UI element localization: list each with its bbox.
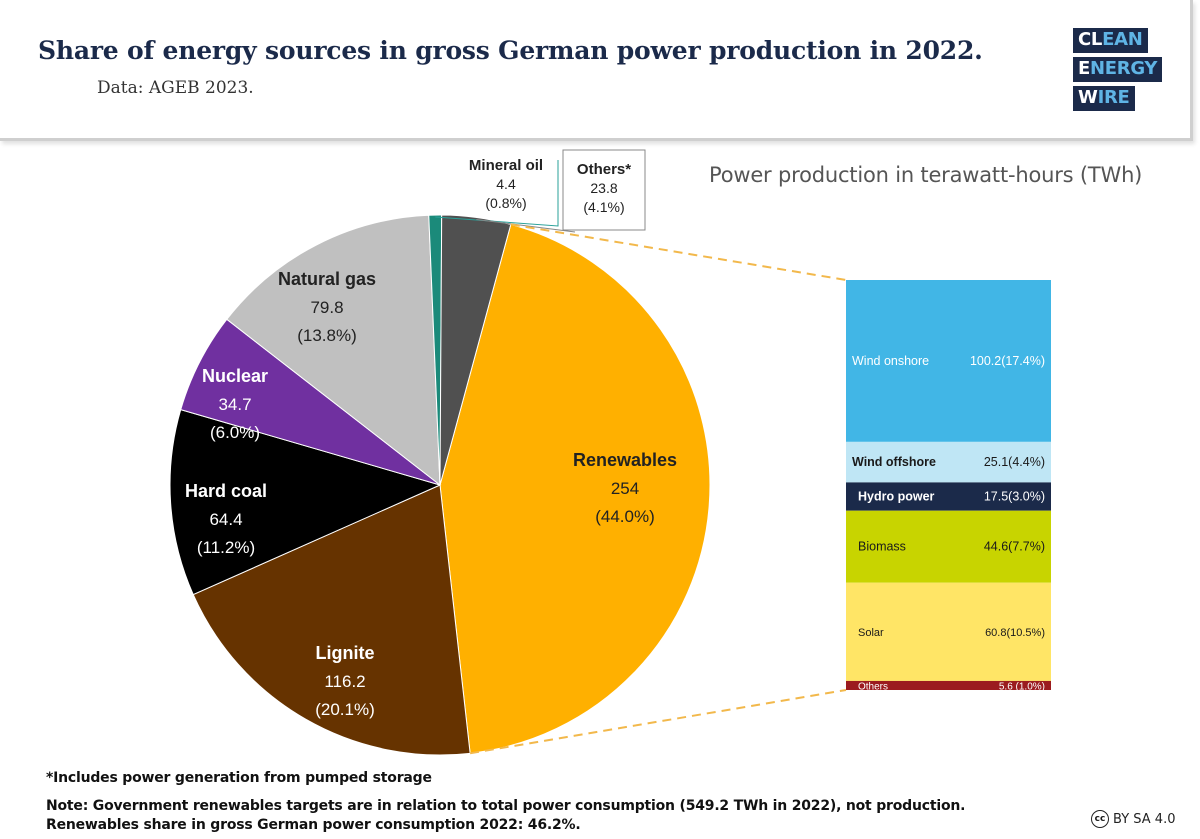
- clean-energy-wire-logo[interactable]: CLEAN ENERGY WIRE: [1073, 28, 1163, 115]
- pie-value-renewables: 254: [611, 479, 639, 498]
- connector-line-bottom: [469, 689, 847, 755]
- unit-label: Power production in terawatt-hours (TWh): [709, 163, 1143, 187]
- pie-label-hard-coal: Hard coal: [185, 481, 267, 501]
- pie-value-lignite: 116.2: [324, 672, 365, 691]
- bar-label-hydro-power: Hydro power: [858, 490, 935, 504]
- pie-slice-others[interactable]: [439, 214, 512, 486]
- bar-label-biomass: Biomass: [858, 540, 906, 554]
- license-badge[interactable]: cc BY SA 4.0: [1091, 810, 1175, 828]
- pie-percent-natural-gas: (13.8%): [297, 326, 357, 345]
- bar-value-wind-offshore: 25.1(4.4%): [984, 455, 1045, 469]
- footnote: *Includes power generation from pumped s…: [46, 770, 432, 786]
- pie-slice-lignite[interactable]: [192, 484, 471, 756]
- pie-value-natural-gas: 79.8: [310, 298, 343, 317]
- others-callout-box: [562, 149, 646, 231]
- logo-line-2: ENERGY: [1073, 57, 1163, 82]
- pie-percent-others: (4.1%): [583, 199, 624, 215]
- bar-label-solar: Solar: [858, 627, 884, 639]
- pie-label-natural-gas: Natural gas: [278, 269, 376, 289]
- bar-segment-wind-onshore[interactable]: [846, 280, 1051, 442]
- pie-label-nuclear: Nuclear: [202, 366, 268, 386]
- pie-label-renewables: Renewables: [573, 450, 677, 470]
- bar-label-wind-offshore: Wind offshore: [852, 455, 936, 469]
- logo-line-3: WIRE: [1073, 86, 1135, 111]
- connector-line-top: [510, 223, 847, 281]
- mineral-oil-leader-line: [435, 160, 559, 227]
- pie-percent-renewables: (44.0%): [595, 507, 655, 526]
- pie-label-others: Others*: [577, 161, 631, 178]
- bar-segment-solar[interactable]: [846, 582, 1051, 681]
- pie-value-others: 23.8: [590, 180, 617, 196]
- logo-line-1: CLEAN: [1073, 28, 1148, 53]
- chart-subtitle: Data: AGEB 2023.: [97, 78, 254, 98]
- pie-slice-renewables[interactable]: [439, 223, 711, 754]
- pie-value-hard-coal: 64.4: [209, 510, 242, 529]
- pie-value-nuclear: 34.7: [218, 395, 251, 414]
- bar-value-wind-onshore: 100.2(17.4%): [970, 354, 1045, 368]
- bar-value-solar: 60.8(10.5%): [985, 627, 1045, 639]
- note-line-1: Note: Government renewables targets are …: [46, 798, 966, 814]
- license-text: BY SA 4.0: [1113, 811, 1176, 827]
- bar-value-biomass: 44.6(7.7%): [984, 540, 1045, 554]
- pie-label-lignite: Lignite: [316, 643, 375, 663]
- chart-title: Share of energy sources in gross German …: [38, 36, 983, 65]
- pie-value-mineral-oil: 4.4: [496, 176, 516, 192]
- bar-label-wind-onshore: Wind onshore: [852, 354, 929, 368]
- pie-slice-natural-gas[interactable]: [226, 214, 441, 487]
- pie-percent-lignite: (20.1%): [315, 700, 375, 719]
- bar-value-hydro-power: 17.5(3.0%): [984, 490, 1045, 504]
- bar-label-others: Others: [858, 681, 888, 692]
- bar-value-others: 5.6 (1.0%): [999, 681, 1045, 692]
- note-line-2: Renewables share in gross German power c…: [46, 817, 581, 833]
- creative-commons-icon: cc: [1091, 810, 1109, 828]
- bar-segment-wind-offshore[interactable]: [846, 441, 1051, 483]
- others-leader-line: [476, 219, 576, 233]
- bar-segment-hydro-power[interactable]: [846, 482, 1051, 511]
- pie-percent-hard-coal: (11.2%): [197, 538, 255, 557]
- pie-slice-hard-coal[interactable]: [169, 408, 442, 596]
- pie-percent-nuclear: (6.0%): [210, 423, 260, 442]
- bar-segment-others[interactable]: [846, 680, 1051, 690]
- header-banner: Share of energy sources in gross German …: [0, 0, 1193, 141]
- bar-segment-biomass[interactable]: [846, 510, 1051, 583]
- pie-percent-mineral-oil: (0.8%): [485, 195, 526, 211]
- pie-label-mineral-oil: Mineral oil: [469, 157, 543, 174]
